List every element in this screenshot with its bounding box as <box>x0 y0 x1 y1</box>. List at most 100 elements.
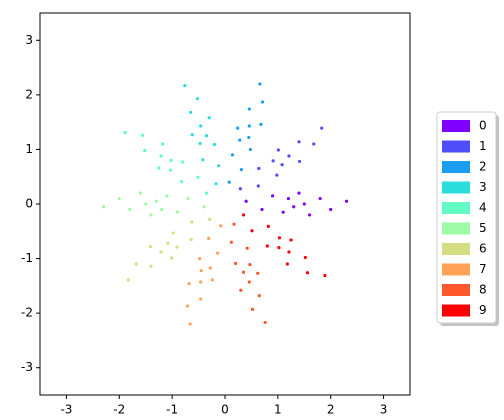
point <box>154 199 158 203</box>
point <box>198 256 202 261</box>
x-tick-label: 0 <box>221 403 229 417</box>
point <box>159 207 164 212</box>
point <box>149 213 153 217</box>
point <box>241 270 246 274</box>
point <box>180 180 184 184</box>
point <box>210 278 214 282</box>
point <box>212 142 217 147</box>
point <box>144 202 148 206</box>
x-tick-label: -2 <box>113 403 125 417</box>
y-tick-label: 0 <box>25 197 33 211</box>
point <box>169 158 173 162</box>
point <box>241 213 246 217</box>
point <box>117 196 121 201</box>
point <box>208 266 212 270</box>
point <box>265 244 269 248</box>
point <box>302 202 306 206</box>
point <box>183 83 187 88</box>
point <box>126 278 130 282</box>
point <box>287 250 291 254</box>
point <box>292 205 296 209</box>
point <box>140 133 145 137</box>
legend-swatch <box>442 243 470 255</box>
point <box>238 187 242 191</box>
point <box>217 164 221 168</box>
point <box>204 134 209 138</box>
legend-label: 9 <box>479 303 487 317</box>
point <box>207 236 211 240</box>
point <box>287 154 291 158</box>
point <box>189 237 193 242</box>
point <box>148 244 153 249</box>
point <box>233 261 238 266</box>
point <box>207 116 211 120</box>
point <box>297 140 301 144</box>
point <box>257 166 261 171</box>
point <box>275 173 279 177</box>
point <box>344 199 349 203</box>
point <box>258 82 262 86</box>
point <box>101 205 106 209</box>
legend-label: 0 <box>479 119 487 133</box>
point <box>239 288 243 292</box>
point <box>168 168 173 172</box>
point <box>323 273 327 278</box>
point <box>190 220 194 224</box>
point <box>277 246 281 250</box>
point <box>196 175 200 179</box>
point <box>190 133 194 137</box>
legend-swatch <box>442 263 470 276</box>
point <box>201 158 205 162</box>
legend-label: 6 <box>479 242 487 256</box>
x-tick-label: 1 <box>274 403 282 417</box>
point <box>257 294 261 298</box>
y-tick-label: 2 <box>25 87 33 101</box>
point <box>256 184 260 188</box>
point <box>285 262 289 266</box>
point <box>248 147 252 152</box>
legend-label: 1 <box>479 139 487 153</box>
point <box>138 191 143 195</box>
point <box>166 241 170 245</box>
legend-swatch <box>442 161 470 173</box>
point <box>297 159 302 164</box>
point <box>232 222 236 226</box>
point <box>277 236 282 240</box>
legend-swatch <box>442 304 470 317</box>
legend-swatch <box>442 140 470 153</box>
point <box>219 224 223 228</box>
point <box>214 182 218 186</box>
legend-swatch <box>442 222 470 235</box>
point <box>175 210 180 214</box>
point <box>248 262 252 267</box>
point <box>276 148 280 152</box>
x-tick-label: 3 <box>380 403 388 417</box>
plot-frame <box>39 12 411 396</box>
legend-swatch <box>442 202 470 214</box>
point <box>159 154 163 158</box>
legend-label: 5 <box>479 221 487 235</box>
point <box>307 213 312 217</box>
point <box>260 207 264 212</box>
point <box>185 304 190 308</box>
point <box>320 126 324 130</box>
point <box>128 207 132 212</box>
legend-swatch <box>442 181 470 194</box>
y-tick-label: 3 <box>25 33 33 47</box>
point <box>270 194 275 198</box>
point <box>134 262 138 266</box>
legend-label: 2 <box>479 160 487 174</box>
point <box>250 229 254 233</box>
x-tick-label: -3 <box>60 403 72 417</box>
point <box>187 282 191 286</box>
point <box>303 255 307 260</box>
point <box>189 110 193 114</box>
point <box>239 168 243 172</box>
point <box>227 180 231 184</box>
point <box>188 322 192 326</box>
point <box>165 194 169 198</box>
y-tick-label: -1 <box>21 251 33 265</box>
point <box>266 224 270 228</box>
legend-swatch <box>442 284 470 296</box>
